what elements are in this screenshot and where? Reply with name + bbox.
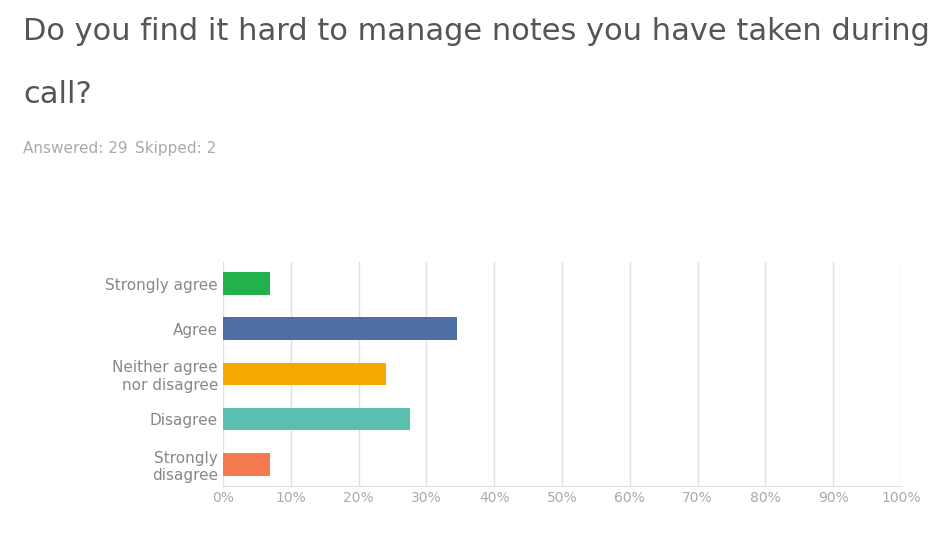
Text: call?: call? [23, 80, 92, 109]
Bar [223, 453, 269, 476]
Bar [223, 317, 457, 340]
Bar [223, 363, 386, 385]
Text: Skipped: 2: Skipped: 2 [135, 141, 215, 156]
Text: Do you find it hard to manage notes you have taken during a phone: Do you find it hard to manage notes you … [23, 17, 928, 46]
Bar [223, 408, 409, 431]
Text: Answered: 29: Answered: 29 [23, 141, 128, 156]
Bar [223, 272, 269, 295]
